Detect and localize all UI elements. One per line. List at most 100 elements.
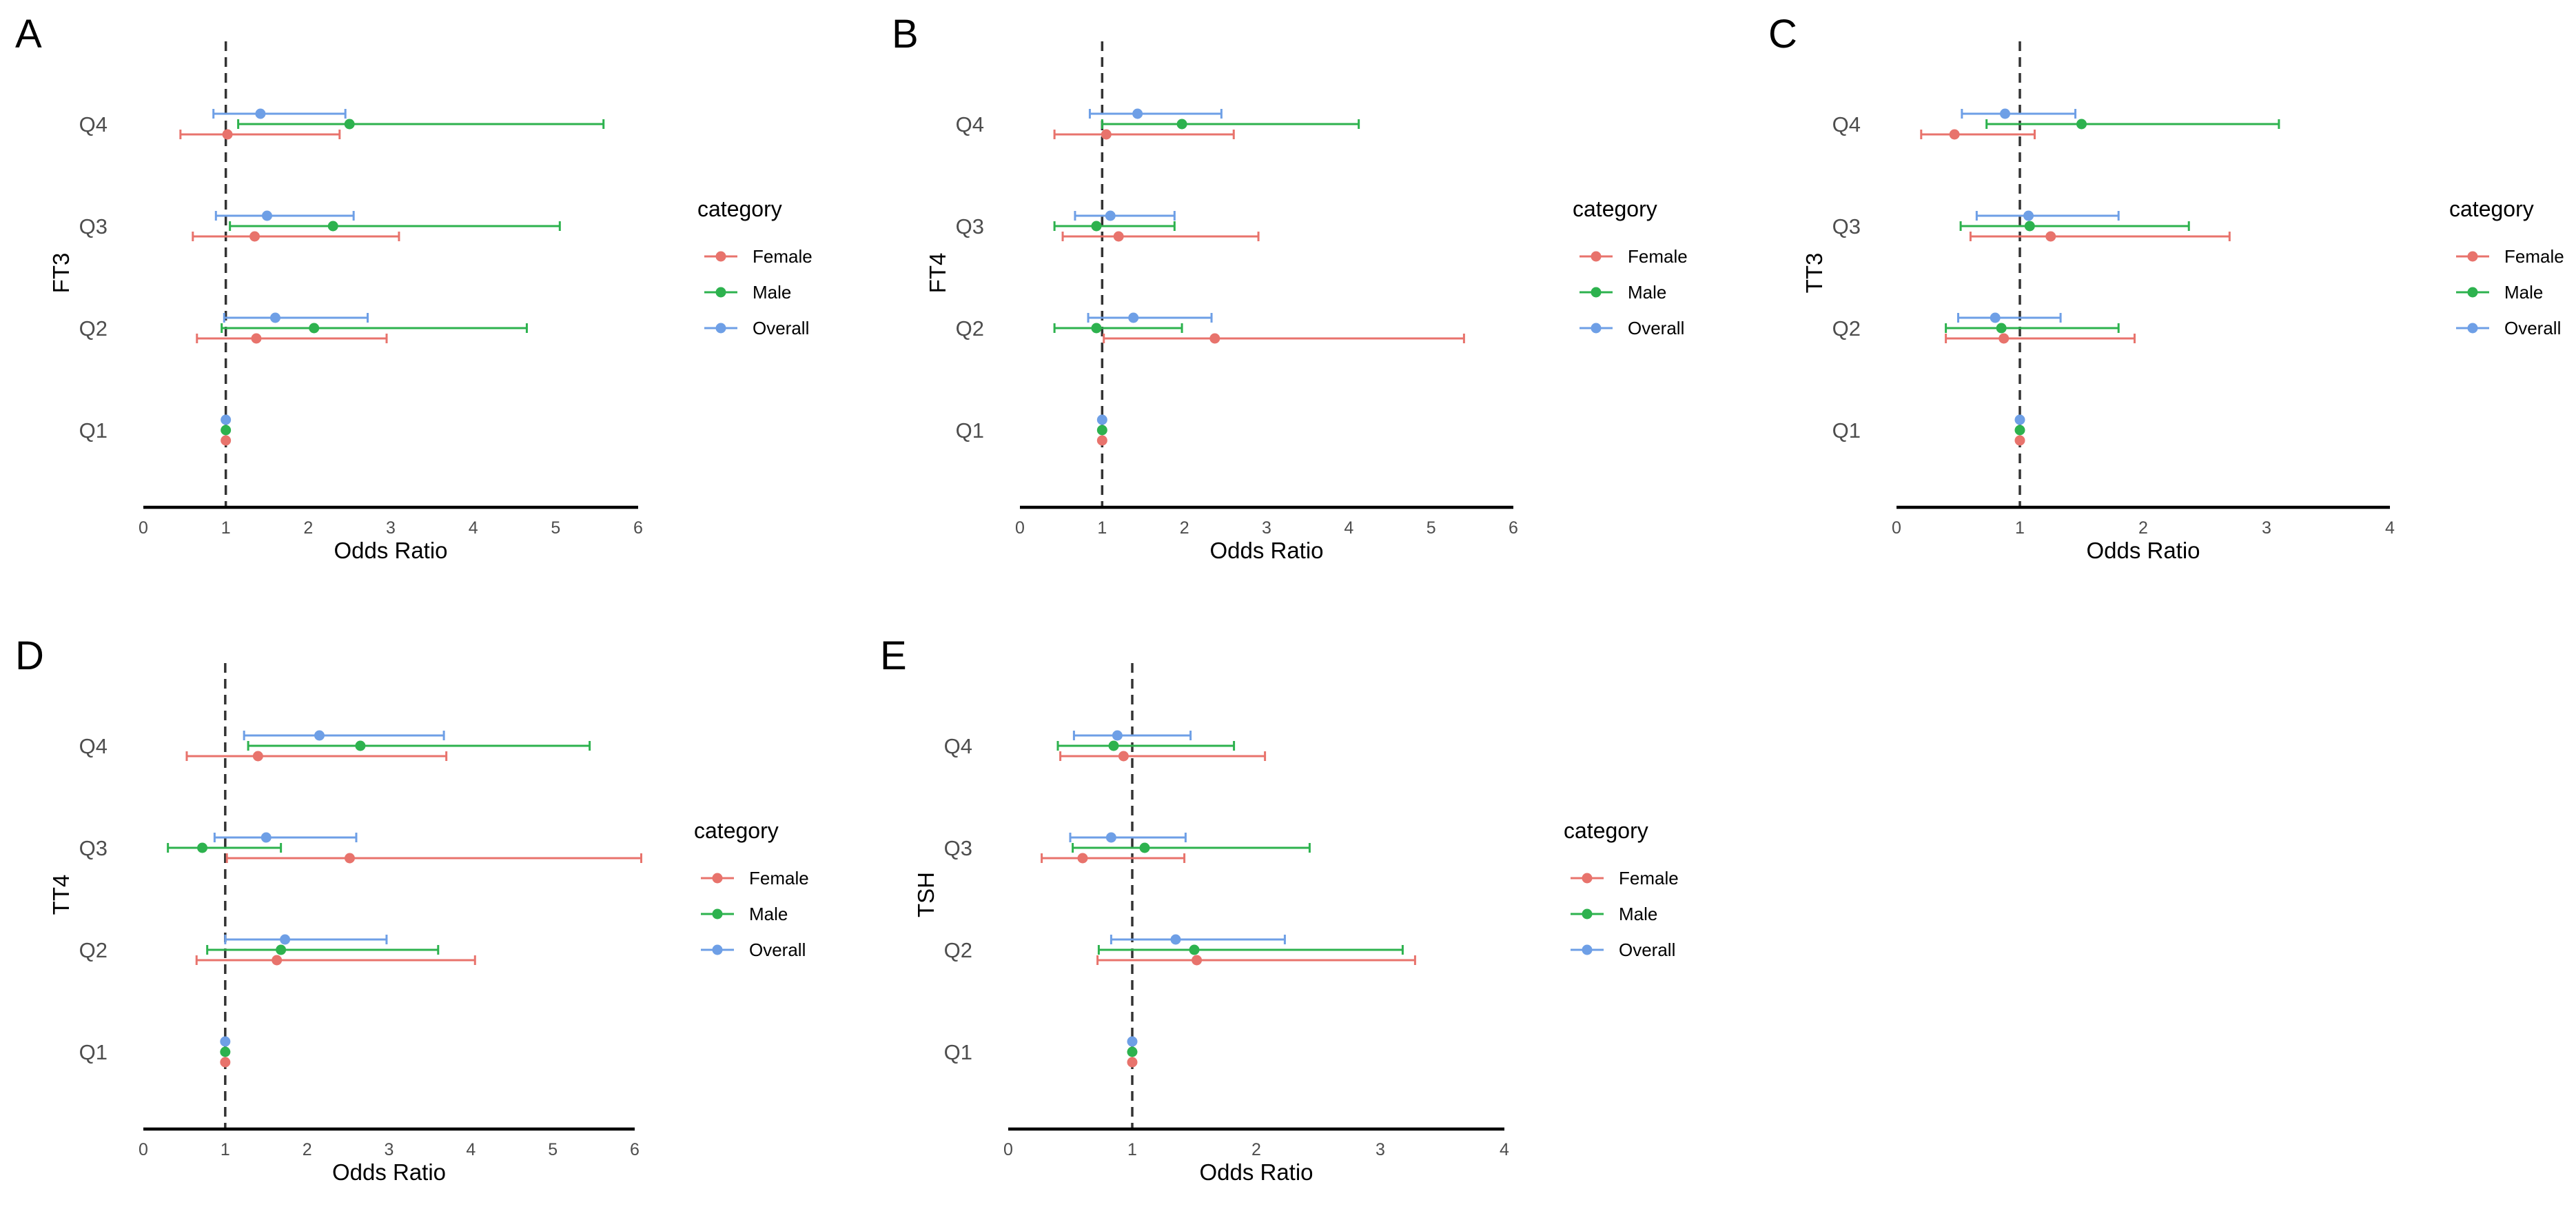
point-female-q1 bbox=[2014, 435, 2025, 446]
legend-label-female: Female bbox=[1628, 246, 1688, 267]
point-overall-q2 bbox=[280, 934, 291, 945]
category-label-q3: Q3 bbox=[79, 214, 108, 238]
point-male-q3 bbox=[197, 842, 208, 853]
legend-label-female: Female bbox=[2504, 246, 2564, 267]
point-female-q1 bbox=[1096, 435, 1107, 446]
x-axis-title: Odds Ratio bbox=[332, 1159, 446, 1185]
panel-d: D TT4 Q1 Q2 Q3 Q4 0 1 2 3 4 5 6 Odds Ratio category Fem… bbox=[15, 633, 809, 1185]
x-tick-label: 4 bbox=[466, 1140, 476, 1159]
legend-label-male: Male bbox=[1619, 904, 1657, 924]
point-female-q4 bbox=[252, 751, 263, 762]
point-male-q1 bbox=[221, 425, 232, 436]
panel-e: E TSH Q1 Q2 Q3 Q4 0 1 2 3 4 Odds Ratio category Femal… bbox=[880, 633, 1679, 1185]
point-overall-q4 bbox=[1132, 108, 1143, 119]
point-male-q4 bbox=[1176, 119, 1187, 130]
point-overall-q1 bbox=[2014, 414, 2025, 425]
category-label-q1: Q1 bbox=[79, 1040, 108, 1064]
point-overall-q3 bbox=[260, 832, 272, 843]
x-tick-label: 0 bbox=[1892, 518, 1901, 538]
x-tick-label: 2 bbox=[2138, 518, 2148, 538]
x-tick-label: 3 bbox=[1262, 518, 1271, 538]
x-tick-label: 2 bbox=[1180, 518, 1189, 538]
legend-label-overall: Overall bbox=[753, 318, 809, 338]
point-overall-q4 bbox=[1112, 730, 1123, 741]
point-male-q4 bbox=[1108, 740, 1119, 751]
legend-key-point-female bbox=[2467, 251, 2478, 262]
x-axis-title: Odds Ratio bbox=[1199, 1159, 1313, 1185]
category-label-q1: Q1 bbox=[79, 418, 108, 443]
point-female-q4 bbox=[1101, 129, 1112, 140]
legend-label-female: Female bbox=[1619, 868, 1679, 888]
category-label-q4: Q4 bbox=[79, 734, 108, 758]
x-tick-label: 0 bbox=[1003, 1140, 1013, 1159]
point-female-q2 bbox=[251, 333, 262, 344]
category-label-q4: Q4 bbox=[1832, 112, 1861, 136]
legend-title: category bbox=[1564, 818, 1648, 843]
x-tick-label: 1 bbox=[2015, 518, 2025, 538]
legend-key-point-male bbox=[1591, 287, 1602, 298]
legend: category Female Male Overall bbox=[1573, 196, 1688, 338]
panel-b: B FT4 Q1 Q2 Q3 Q4 0 1 2 3 4 5 6 Odds Ratio category Fem… bbox=[892, 12, 1688, 563]
x-tick-label: 4 bbox=[469, 518, 478, 538]
point-female-q1 bbox=[220, 1057, 231, 1068]
point-overall-q3 bbox=[1105, 210, 1116, 221]
x-axis-title: Odds Ratio bbox=[2086, 538, 2200, 563]
point-male-q1 bbox=[2014, 425, 2025, 436]
point-female-q4 bbox=[222, 129, 233, 140]
legend-key-point-female bbox=[1591, 251, 1602, 262]
category-label-q2: Q2 bbox=[79, 938, 108, 962]
point-female-q4 bbox=[1118, 751, 1129, 762]
legend-key-point-overall bbox=[712, 944, 723, 955]
x-tick-label: 5 bbox=[1427, 518, 1436, 538]
point-female-q3 bbox=[2045, 231, 2056, 242]
legend-key-point-female bbox=[1582, 873, 1593, 884]
point-overall-q3 bbox=[262, 210, 272, 221]
x-tick-label: 6 bbox=[633, 518, 643, 538]
point-overall-q4 bbox=[314, 730, 325, 741]
point-overall-q2 bbox=[1170, 934, 1181, 945]
point-male-q3 bbox=[1139, 842, 1150, 853]
point-female-q1 bbox=[1127, 1057, 1138, 1068]
point-female-q3 bbox=[249, 231, 260, 242]
x-tick-label: 2 bbox=[1251, 1140, 1261, 1159]
legend: category Female Male Overall bbox=[2449, 196, 2564, 338]
point-overall-q1 bbox=[1127, 1036, 1138, 1047]
legend-title: category bbox=[697, 196, 782, 221]
point-male-q3 bbox=[1091, 221, 1102, 232]
category-label-q3: Q3 bbox=[944, 836, 972, 860]
point-female-q3 bbox=[344, 853, 355, 864]
legend-key-point-overall bbox=[1582, 944, 1593, 955]
point-female-q1 bbox=[221, 435, 232, 446]
legend-label-female: Female bbox=[749, 868, 809, 888]
x-tick-label: 5 bbox=[548, 1140, 558, 1159]
category-label-q1: Q1 bbox=[956, 418, 984, 443]
legend: category Female Male Overall bbox=[697, 196, 812, 338]
x-tick-label: 1 bbox=[221, 518, 231, 538]
point-female-q3 bbox=[1077, 853, 1088, 864]
x-tick-label: 4 bbox=[1344, 518, 1353, 538]
point-overall-q3 bbox=[1105, 832, 1116, 843]
x-tick-label: 5 bbox=[551, 518, 560, 538]
point-male-q2 bbox=[1996, 323, 2007, 334]
legend-key-point-male bbox=[1582, 908, 1593, 920]
category-label-q2: Q2 bbox=[944, 938, 972, 962]
x-tick-label: 4 bbox=[1500, 1140, 1509, 1159]
x-tick-label: 3 bbox=[2262, 518, 2271, 538]
category-label-q4: Q4 bbox=[956, 112, 984, 136]
point-female-q2 bbox=[1209, 333, 1220, 344]
point-male-q4 bbox=[355, 740, 366, 751]
x-tick-label: 6 bbox=[1509, 518, 1518, 538]
legend-label-overall: Overall bbox=[2504, 318, 2561, 338]
y-axis-title: FT4 bbox=[925, 253, 950, 294]
point-overall-q1 bbox=[221, 414, 232, 425]
legend-title: category bbox=[1573, 196, 1657, 221]
point-male-q2 bbox=[1189, 944, 1200, 955]
panel-letter: E bbox=[880, 633, 907, 678]
y-axis-title: FT3 bbox=[48, 253, 74, 294]
point-female-q3 bbox=[1113, 231, 1124, 242]
panel-a: A FT3 Q1 Q2 Q3 Q4 0 1 2 3 4 5 6 Odds Ratio category Fem… bbox=[15, 12, 812, 563]
point-male-q3 bbox=[327, 221, 338, 232]
legend-title: category bbox=[694, 818, 779, 843]
point-male-q2 bbox=[276, 944, 287, 955]
category-label-q1: Q1 bbox=[1832, 418, 1861, 443]
